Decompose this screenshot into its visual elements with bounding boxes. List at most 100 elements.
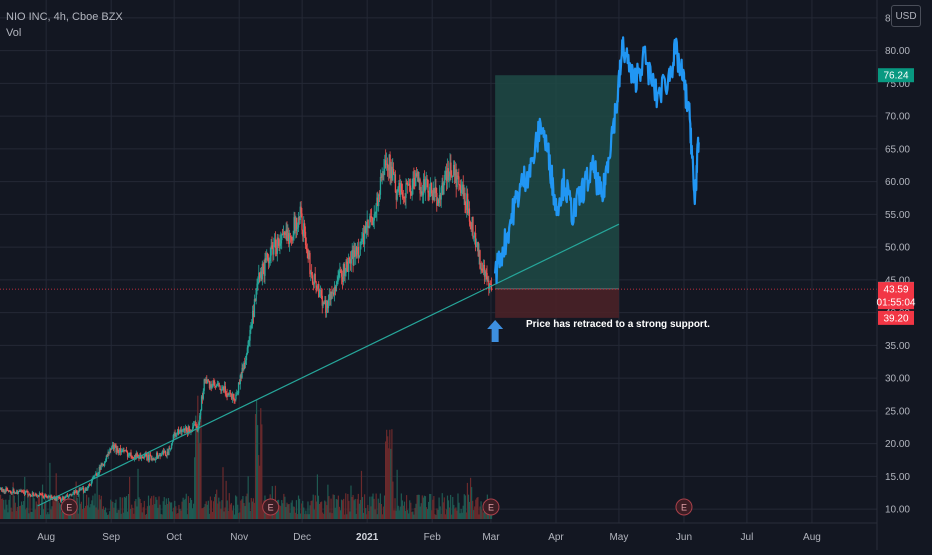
- x-tick-label: Feb: [424, 532, 442, 543]
- candle-body: [372, 220, 375, 226]
- candle-body: [263, 266, 265, 276]
- candle-body: [57, 497, 59, 499]
- volume-bar: [336, 499, 338, 519]
- candle-body: [82, 487, 85, 492]
- candle-body: [199, 415, 201, 423]
- x-tick-label: Apr: [548, 532, 564, 543]
- volume-bar: [251, 501, 253, 519]
- volume-bar: [471, 487, 473, 519]
- candle-body: [22, 491, 25, 493]
- candle-body: [415, 173, 418, 177]
- volume-bar: [461, 512, 463, 519]
- volume-bar: [183, 499, 185, 519]
- candle-body: [447, 168, 449, 180]
- candle-body: [417, 171, 419, 182]
- volume-bar: [45, 499, 47, 519]
- candle-body: [47, 495, 49, 498]
- candle-body: [353, 250, 355, 266]
- volume-bar: [88, 497, 90, 519]
- volume-bar: [6, 504, 8, 519]
- candle-body: [437, 199, 440, 204]
- volume-bar: [293, 506, 295, 519]
- volume-bar: [87, 505, 89, 519]
- candle-body: [171, 441, 174, 444]
- candle-body: [148, 454, 151, 461]
- candle-body: [238, 382, 241, 385]
- candle-body: [326, 300, 329, 309]
- volume-bar: [77, 513, 79, 519]
- volume-bar: [197, 395, 199, 519]
- candle-body: [411, 187, 413, 196]
- volume-bar: [244, 506, 246, 519]
- annotation-text: Price has retraced to a strong support.: [526, 319, 710, 330]
- volume-bar: [220, 508, 222, 519]
- candle-body: [298, 217, 301, 221]
- volume-bar: [216, 489, 218, 519]
- volume-bar: [400, 493, 402, 519]
- volume-bar: [290, 502, 292, 519]
- candle-body: [385, 160, 387, 166]
- candle-body: [268, 261, 271, 264]
- volume-bar: [92, 495, 94, 519]
- volume-bar: [58, 502, 60, 519]
- volume-bar: [421, 495, 423, 519]
- candle-body: [488, 280, 490, 290]
- candle-body: [107, 451, 109, 457]
- volume-bar: [272, 511, 274, 519]
- candle-body: [241, 367, 243, 378]
- volume-bar: [472, 500, 474, 519]
- y-tick-label: 55.00: [885, 210, 910, 221]
- candle-body: [376, 197, 378, 212]
- volume-bar: [170, 502, 173, 519]
- candle-body: [463, 192, 465, 197]
- candle-body: [99, 466, 101, 470]
- candle-body: [165, 455, 167, 457]
- volume-bar: [377, 498, 379, 519]
- currency-button[interactable]: USD: [891, 5, 921, 27]
- candle-body: [460, 189, 463, 194]
- candle-body: [67, 496, 70, 498]
- volume-bar: [150, 498, 152, 519]
- volume-bar: [399, 506, 401, 519]
- volume-bar: [1, 498, 3, 519]
- volume-bar: [419, 506, 421, 519]
- candle-body: [184, 428, 186, 431]
- candle-body: [146, 455, 148, 461]
- candle-body: [406, 183, 408, 185]
- volume-bar: [54, 499, 56, 519]
- candle-body: [437, 199, 439, 206]
- volume-bar: [445, 509, 448, 519]
- candle-body: [419, 179, 421, 194]
- volume-bar: [163, 497, 165, 519]
- volume-bar: [33, 498, 35, 519]
- volume-bar: [153, 495, 155, 519]
- volume-bar: [343, 498, 345, 519]
- volume-bar: [22, 504, 24, 519]
- candle-body: [316, 287, 318, 289]
- candle-body: [178, 431, 181, 434]
- volume-bar: [463, 494, 465, 519]
- volume-bar: [356, 499, 358, 519]
- price-label-box: [878, 295, 914, 310]
- candle-body: [402, 196, 405, 198]
- volume-bar: [178, 504, 180, 519]
- volume-bar: [367, 504, 369, 519]
- candle-body: [186, 431, 189, 434]
- candle-body: [133, 457, 135, 459]
- volume-bar: [349, 511, 351, 519]
- candle-body: [55, 496, 57, 501]
- candle-body: [162, 451, 164, 455]
- trendline: [37, 223, 620, 507]
- volume-bar: [487, 511, 490, 519]
- candle-body: [486, 273, 488, 282]
- volume-bar: [339, 510, 342, 519]
- volume-bar: [330, 498, 332, 519]
- volume-bar: [38, 495, 41, 519]
- candle-body: [378, 194, 380, 207]
- volume-bar: [371, 496, 373, 519]
- candle-body: [480, 268, 482, 270]
- y-tick-label: 35.00: [885, 341, 910, 352]
- volume-bar: [173, 507, 175, 519]
